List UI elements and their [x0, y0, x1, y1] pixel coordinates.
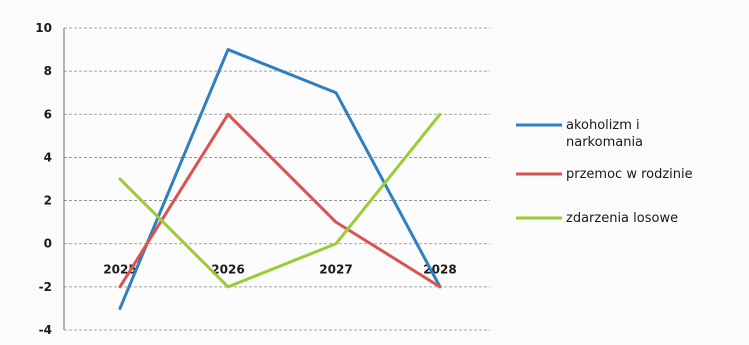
x-tick-label: 2027	[319, 263, 352, 277]
y-tick-label: 8	[44, 64, 52, 78]
grid-layer	[64, 27, 490, 331]
y-tick-label: -4	[39, 323, 52, 337]
y-tick-label: 6	[44, 107, 52, 121]
y-tick-label: 0	[44, 237, 52, 251]
legend-label: akoholizm i narkomania	[566, 118, 643, 150]
x-tick-label: 2026	[211, 263, 244, 277]
y-tick-label: -2	[39, 280, 52, 294]
y-tick-label: 2	[44, 194, 52, 208]
series-line-3	[118, 112, 442, 289]
series-line-2	[118, 112, 442, 289]
series-layer	[118, 48, 442, 310]
y-tick-label: 4	[44, 150, 52, 164]
series-line-1	[118, 48, 442, 310]
legend-label: przemoc w rodzinie	[566, 167, 693, 182]
y-tick-label: 10	[35, 21, 52, 35]
legend: akoholizm i narkomania przemoc w rodzinie z…	[516, 118, 693, 226]
legend-label: zdarzenia losowe	[566, 211, 678, 226]
